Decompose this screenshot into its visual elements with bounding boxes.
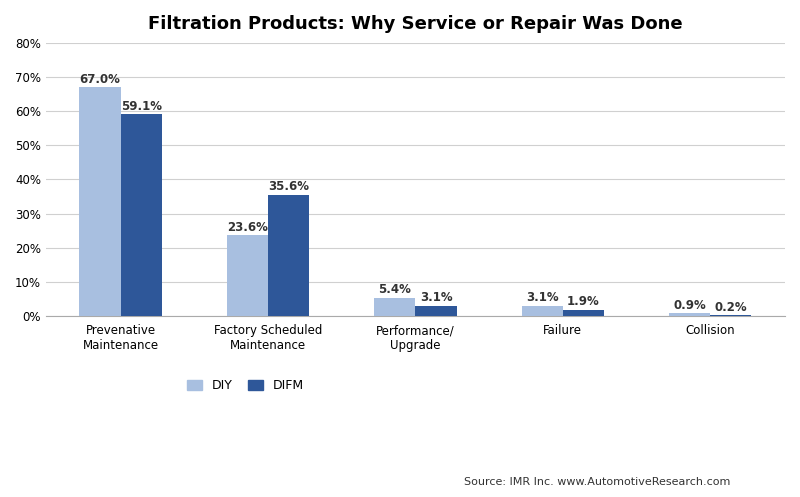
Bar <box>121 114 162 316</box>
Bar <box>669 313 710 316</box>
Bar <box>79 87 121 316</box>
Bar <box>522 306 562 316</box>
Text: 3.1%: 3.1% <box>526 291 558 304</box>
Bar <box>562 310 604 316</box>
Bar <box>415 306 457 316</box>
Text: 67.0%: 67.0% <box>80 73 121 86</box>
Text: 0.2%: 0.2% <box>714 301 747 314</box>
Text: 35.6%: 35.6% <box>268 180 310 193</box>
Legend: DIY, DIFM: DIY, DIFM <box>182 374 309 397</box>
Text: Source: IMR Inc. www.AutomotiveResearch.com: Source: IMR Inc. www.AutomotiveResearch.… <box>464 477 730 487</box>
Text: 23.6%: 23.6% <box>227 221 268 234</box>
Bar <box>227 236 268 316</box>
Text: 59.1%: 59.1% <box>121 100 162 113</box>
Bar <box>268 194 310 316</box>
Text: 0.9%: 0.9% <box>673 299 706 312</box>
Bar <box>374 298 415 316</box>
Text: 1.9%: 1.9% <box>567 295 600 308</box>
Title: Filtration Products: Why Service or Repair Was Done: Filtration Products: Why Service or Repa… <box>148 15 682 33</box>
Text: 3.1%: 3.1% <box>420 291 452 304</box>
Text: 5.4%: 5.4% <box>378 283 411 296</box>
